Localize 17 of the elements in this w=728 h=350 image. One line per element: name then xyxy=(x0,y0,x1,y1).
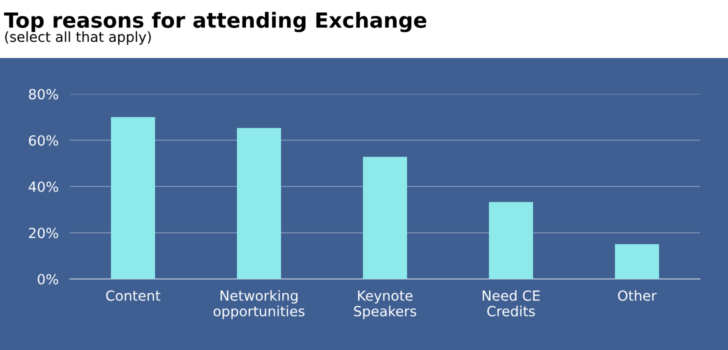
chart-subtitle: (select all that apply) xyxy=(5,31,151,45)
bar xyxy=(614,244,660,279)
chart-title: Top reasons for attending Exchange xyxy=(4,12,426,32)
bar xyxy=(110,117,156,279)
bar xyxy=(488,202,534,279)
x-tick-label: Need CE Credits xyxy=(482,290,540,316)
y-tick-label: 60% xyxy=(28,135,58,146)
x-tick-label: Networking opportunities xyxy=(214,290,304,320)
x-tick-label: Content xyxy=(106,290,160,301)
y-tick-label: 40% xyxy=(28,181,58,192)
x-tick-label: Keynote Speakers xyxy=(354,290,416,320)
x-tick-label: Other xyxy=(618,290,657,301)
bar xyxy=(236,128,282,279)
y-tick-label: 0% xyxy=(38,274,58,284)
y-tick-label: 80% xyxy=(28,88,58,100)
y-tick-label: 20% xyxy=(29,228,58,238)
bar xyxy=(362,156,408,279)
